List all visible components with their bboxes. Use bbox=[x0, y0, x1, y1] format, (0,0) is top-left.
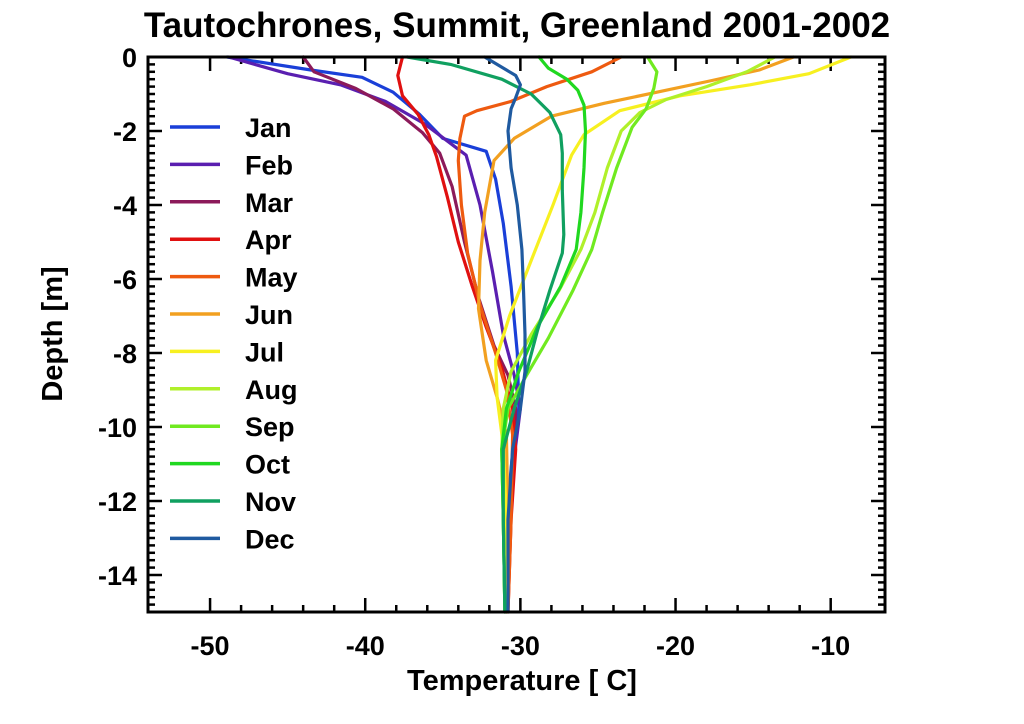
legend-label: Oct bbox=[245, 450, 290, 480]
legend-label: Nov bbox=[245, 487, 296, 517]
x-axis-label: Temperature [ C] bbox=[407, 665, 637, 697]
series-lines bbox=[225, 55, 853, 614]
x-tick-label: -50 bbox=[191, 631, 230, 661]
series-line-apr bbox=[396, 55, 518, 614]
legend-item-jul: Jul bbox=[170, 337, 284, 367]
y-axis-label: Depth [m] bbox=[37, 266, 69, 401]
legend-item-apr: Apr bbox=[170, 225, 292, 255]
series-line-oct bbox=[500, 55, 588, 614]
y-tick-label: -14 bbox=[98, 561, 137, 591]
y-tick-label: -8 bbox=[113, 339, 137, 369]
y-tick-label: -6 bbox=[113, 265, 137, 295]
legend-label: Apr bbox=[245, 225, 292, 255]
legend: Jan Feb Mar Apr May Jun Jul Aug Sep Oct Nov Dec bbox=[170, 113, 298, 554]
legend-label: Jun bbox=[245, 300, 293, 330]
x-tick-label: -30 bbox=[501, 631, 540, 661]
x-tick-label: -20 bbox=[656, 631, 695, 661]
legend-label: Dec bbox=[245, 524, 295, 554]
legend-item-feb: Feb bbox=[170, 150, 293, 180]
legend-item-nov: Nov bbox=[170, 487, 296, 517]
series-line-dec bbox=[483, 55, 527, 614]
x-tick-label: -10 bbox=[811, 631, 850, 661]
legend-item-dec: Dec bbox=[170, 524, 295, 554]
chart-title: Tautochrones, Summit, Greenland 2001-200… bbox=[144, 6, 890, 45]
legend-label: Jan bbox=[245, 113, 292, 143]
y-tick-label: 0 bbox=[122, 43, 137, 73]
legend-item-oct: Oct bbox=[170, 450, 290, 480]
y-tick-label: -4 bbox=[113, 191, 137, 221]
legend-label: Aug bbox=[245, 375, 297, 405]
legend-item-may: May bbox=[170, 263, 298, 293]
legend-item-mar: Mar bbox=[170, 188, 294, 218]
legend-item-aug: Aug bbox=[170, 375, 297, 405]
y-tick-label: -12 bbox=[98, 487, 137, 517]
series-line-aug bbox=[500, 55, 777, 614]
plot-frame bbox=[146, 55, 887, 614]
legend-label: Sep bbox=[245, 412, 295, 442]
legend-label: Jul bbox=[245, 337, 284, 367]
y-tick-label: -2 bbox=[113, 117, 137, 147]
legend-item-jan: Jan bbox=[170, 113, 292, 143]
legend-label: Feb bbox=[245, 150, 293, 180]
legend-label: May bbox=[245, 263, 298, 293]
legend-item-jun: Jun bbox=[170, 300, 293, 330]
legend-label: Mar bbox=[245, 188, 294, 218]
y-tick-label: -10 bbox=[98, 413, 137, 443]
legend-item-sep: Sep bbox=[170, 412, 295, 442]
tick-labels: -50 -40 -30 -20 -10 0 -2 -4 -6 -8 -10 -12 -14 bbox=[98, 43, 850, 661]
x-tick-label: -40 bbox=[346, 631, 385, 661]
series-line-nov bbox=[405, 55, 566, 614]
